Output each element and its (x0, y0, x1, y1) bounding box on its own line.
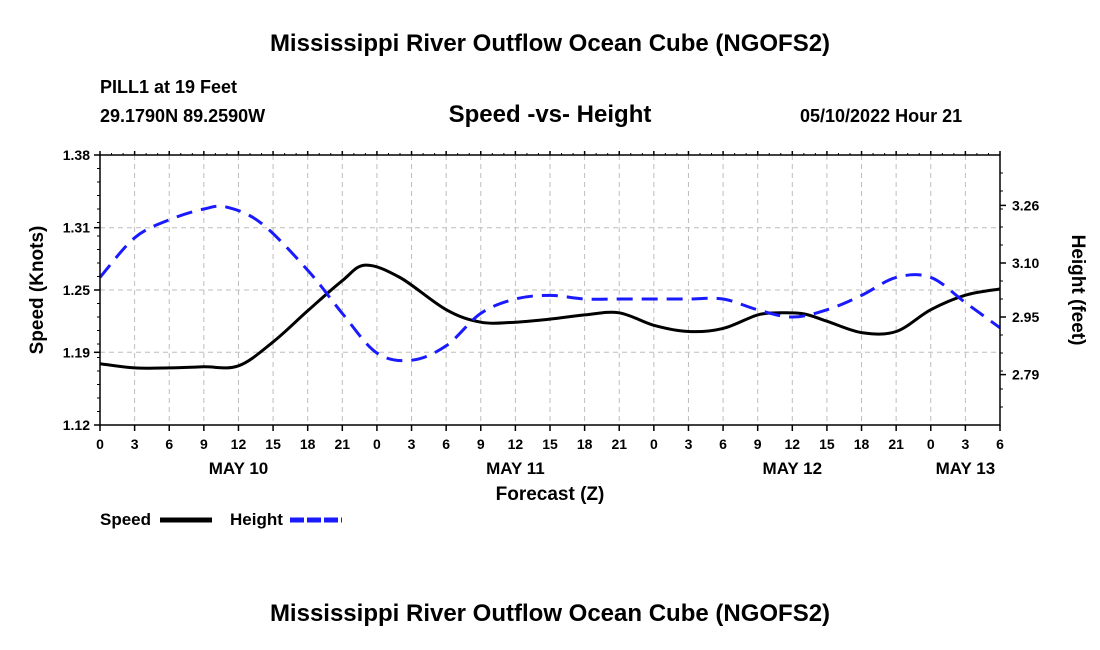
x-tick-label: 0 (650, 436, 658, 452)
y-left-tick-label: 1.12 (63, 417, 90, 433)
x-tick-label: 18 (300, 436, 316, 452)
x-axis-title: Forecast (Z) (496, 484, 605, 505)
x-tick-label: 0 (927, 436, 935, 452)
series-line-speed (99, 263, 1001, 370)
x-tick-label: 6 (719, 436, 727, 452)
x-tick-label: 12 (508, 436, 524, 452)
date-label: MAY 10 (209, 459, 269, 478)
chart-subtitle: Speed -vs- Height (448, 101, 652, 128)
y-left-tick-label: 1.31 (63, 220, 90, 236)
x-tick-label: 12 (231, 436, 247, 452)
legend: Speed Height (100, 510, 342, 529)
station-coordinates: 29.1790N 89.2590W (100, 106, 266, 126)
date-label: MAY 13 (936, 459, 996, 478)
x-tick-label: 0 (96, 436, 104, 452)
series-layer (98, 204, 1001, 370)
station-label: PILL1 at 19 Feet (100, 77, 238, 97)
chart-canvas: 0 3 6 9 12 15 18 21 0 3 6 9 12 15 18 21 0 3 6 9 12 15 18 21 0 3 6 1… (27, 147, 1088, 529)
legend-label-speed: Speed (100, 510, 151, 529)
x-tick-label: 12 (785, 436, 801, 452)
x-tick-label: 3 (961, 436, 969, 452)
y-right-tick-label: 3.10 (1012, 255, 1039, 271)
x-tick-label: 21 (335, 436, 351, 452)
y-right-tick-label: 3.26 (1012, 197, 1039, 213)
y-right-tick-label: 2.79 (1012, 367, 1039, 383)
axes: 0 3 6 9 12 15 18 21 0 3 6 9 12 15 18 21 0 3 6 9 12 15 18 21 0 3 6 1… (27, 147, 1088, 505)
x-tick-label: 0 (373, 436, 381, 452)
x-tick-label: 6 (442, 436, 450, 452)
series-line-height (98, 204, 1001, 363)
x-tick-label: 3 (408, 436, 416, 452)
x-tick-label: 3 (131, 436, 139, 452)
y-left-axis-title: Speed (Knots) (27, 226, 48, 355)
x-tick-label: 9 (754, 436, 762, 452)
y-right-tick-label: 2.95 (1012, 309, 1039, 325)
x-tick-label: 21 (611, 436, 627, 452)
y-left-tick-label: 1.25 (63, 282, 90, 298)
chart-title-repeat: Mississippi River Outflow Ocean Cube (NG… (269, 600, 831, 627)
x-tick-label: 9 (477, 436, 485, 452)
x-tick-label: 3 (685, 436, 693, 452)
x-tick-label: 9 (200, 436, 208, 452)
y-right-axis-title: Height (feet) (1067, 235, 1088, 346)
x-tick-label: 15 (819, 436, 835, 452)
date-label: MAY 12 (763, 459, 823, 478)
chart-title: Mississippi River Outflow Ocean Cube (NG… (269, 30, 831, 57)
y-left-tick-label: 1.38 (63, 147, 90, 163)
x-tick-label: 6 (165, 436, 173, 452)
date-label: MAY 11 (486, 459, 545, 478)
y-left-tick-label: 1.19 (63, 344, 90, 360)
x-tick-label: 6 (996, 436, 1004, 452)
x-tick-label: 21 (888, 436, 904, 452)
x-tick-label: 15 (265, 436, 281, 452)
legend-label-height: Height (230, 510, 283, 529)
x-tick-label: 15 (542, 436, 558, 452)
x-tick-label: 18 (854, 436, 870, 452)
forecast-timestamp: 05/10/2022 Hour 21 (800, 106, 963, 126)
x-tick-label: 18 (577, 436, 593, 452)
grid (100, 155, 1000, 425)
